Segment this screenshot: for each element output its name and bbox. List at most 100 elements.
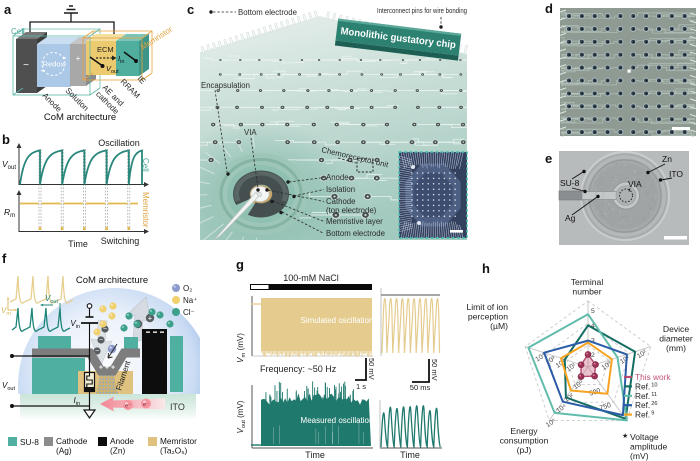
inset-dot [432,183,435,185]
speckle [636,178,639,181]
device-hole [313,123,315,126]
inset-dot [416,177,419,180]
pin [313,10,319,19]
device-dot [594,80,597,82]
cation-arrow-up [127,296,152,342]
device-dot [658,28,661,31]
legend-swatch [148,437,157,446]
rm-axis-label: Rm [4,207,15,219]
device-hole [261,106,263,108]
edge-stub [689,74,697,78]
bond-wire [438,223,441,238]
legend-label-2: (Zn) [110,446,125,456]
edge-stub [559,48,567,52]
circle-shape [10,354,14,358]
speckle [616,212,619,214]
trace [646,131,695,136]
circle-shape [279,210,283,215]
trace [236,73,300,79]
device-dot [671,131,674,134]
trace [561,118,595,120]
ito-label-e: ITO [669,169,683,179]
device-dot [684,105,687,108]
speckle [622,164,626,167]
speckle [654,202,657,204]
na-ion [99,320,107,328]
device-dot [568,118,571,121]
tick-label: 3 [591,338,595,345]
isolation-label: Isolation [326,185,355,194]
path-shape [37,37,80,44]
na-ion [93,328,101,336]
circle-shape [256,188,260,192]
cl-ion-hl [126,313,129,316]
bond-wire [445,152,448,167]
inset-dot [443,183,446,185]
g-shape [399,152,464,238]
pin [234,35,240,44]
device-dot [658,80,661,82]
device-dot [671,67,674,69]
encapsulation-label: Encapsulation [201,81,250,90]
bond-wire [421,221,424,238]
memristor-dip [105,227,108,230]
device-dot [632,54,635,56]
device-hole [301,59,303,61]
trace [684,80,695,86]
inset-dot [454,199,456,201]
device-dot [671,92,674,95]
inset-dot [416,193,419,196]
device-dot [620,67,622,69]
axis-label: (pJ) [517,445,532,455]
device-dot [594,41,597,44]
speckle [640,224,643,227]
bond-wire [451,152,455,169]
bond-wire [440,221,443,238]
inset-dot [422,172,424,174]
time-label-left: Time [305,450,325,460]
device-hole [370,90,373,92]
device-dot [620,118,622,121]
vm-trace-label: Vm [1,306,11,317]
pin [217,40,223,49]
circle-shape [100,64,105,68]
inset-marker [417,221,421,225]
device-hole [333,195,336,198]
bond-wire [399,185,413,188]
circle-shape [583,189,587,194]
legend-label: This work [635,372,671,382]
trace [330,121,387,126]
device-hole [351,106,353,108]
device-hole [283,90,285,92]
speckle [618,178,621,181]
inset-dot [416,204,419,207]
inset-dot [422,183,424,185]
pin [262,26,268,35]
bond-wire [399,207,413,210]
inset-dot [411,215,413,217]
cell-label: Cell [11,27,25,36]
cell-wireframe [12,28,101,96]
device-dot [632,15,635,18]
memristor-wireframe [82,30,153,81]
panel-g-letter: g [236,257,244,272]
edge-stub [559,71,567,75]
device-dot [632,131,635,134]
axes-bottom [18,192,145,232]
cl-ball-icon [172,308,180,316]
rect-shape [251,285,269,289]
device-dot [594,118,597,121]
anode-label-c: Anode [326,173,349,182]
rect-shape [250,284,372,290]
device-hole [239,74,241,75]
device-dot [568,28,571,31]
circle-shape [143,400,146,404]
series-marker-hl [592,374,595,377]
device-hole [320,159,323,161]
path-shape [112,55,117,61]
legend-label: Ref.10 [635,381,657,391]
device-hole [379,59,381,61]
line-shape [123,51,136,62]
bond-wire [399,181,413,183]
series-marker [577,373,585,380]
